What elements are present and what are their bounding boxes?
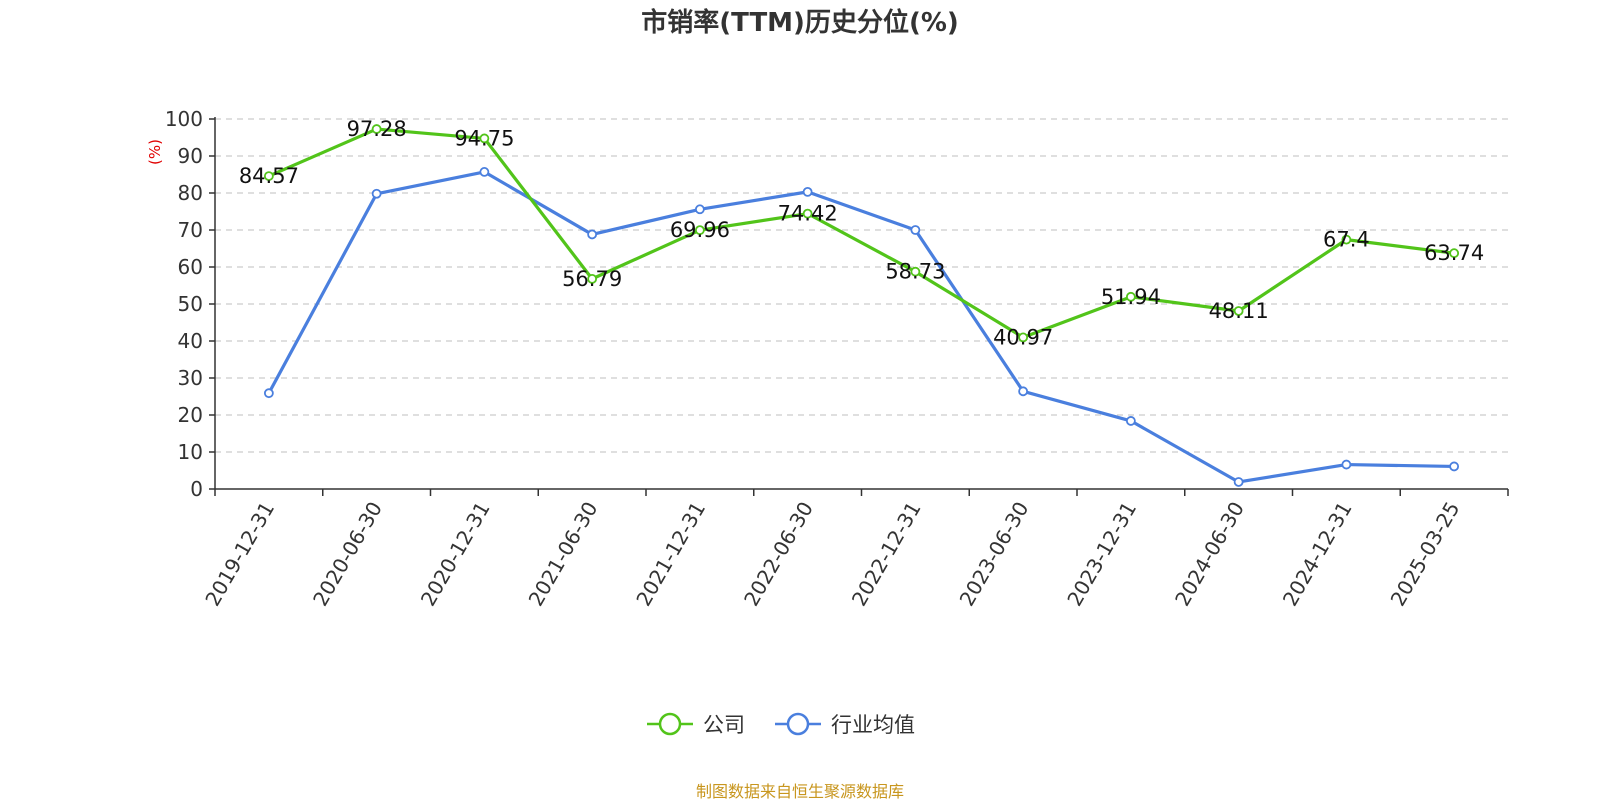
y-tick-label: 10 xyxy=(178,440,203,464)
series-line xyxy=(268,127,1455,340)
data-point xyxy=(910,266,921,277)
data-point xyxy=(1018,386,1029,397)
y-tick-label: 90 xyxy=(178,144,203,168)
y-tick-label: 50 xyxy=(178,292,203,316)
series-layer xyxy=(263,124,1460,487)
y-tick-label: 60 xyxy=(178,255,203,279)
data-label: 48.11 xyxy=(1209,299,1269,323)
x-tick-label: 2024-06-30 xyxy=(1170,498,1249,611)
data-point xyxy=(263,388,274,399)
legend-item-company: 公司 xyxy=(647,712,745,737)
legend-label: 行业均值 xyxy=(831,713,915,737)
data-label: 84.57 xyxy=(239,164,299,188)
chart-title: 市销率(TTM)历史分位(%) xyxy=(641,8,959,38)
data-label: 94.75 xyxy=(454,126,514,150)
x-tick-label: 2023-06-30 xyxy=(955,498,1034,611)
x-tick-label: 2022-12-31 xyxy=(847,498,926,611)
source-footer: 制图数据来自恒生聚源数据库 xyxy=(695,782,904,801)
data-point xyxy=(910,225,921,235)
y-tick-label: 100 xyxy=(165,107,203,131)
axes xyxy=(214,117,1508,490)
x-tick-label: 2021-12-31 xyxy=(631,498,710,611)
data-point xyxy=(1125,416,1136,426)
x-tick-label: 2021-06-30 xyxy=(524,498,603,611)
data-point xyxy=(587,229,598,240)
data-point xyxy=(1233,477,1244,487)
data-point xyxy=(802,186,813,197)
x-tick-label: 2019-12-31 xyxy=(200,498,279,611)
data-point xyxy=(1449,248,1460,259)
data-label: 63.74 xyxy=(1424,241,1484,265)
data-label: 74.42 xyxy=(778,202,838,226)
x-tick-label: 2020-12-31 xyxy=(416,498,495,611)
y-tick-label: 30 xyxy=(178,366,203,390)
x-tick-label: 2020-06-30 xyxy=(308,498,387,611)
data-point xyxy=(1341,234,1352,245)
x-tick-label: 2022-06-30 xyxy=(739,498,818,611)
series-company xyxy=(263,124,1460,343)
x-axis-ticks: 2019-12-31 2020-06-30 2020-12-31 2021-06-30… xyxy=(200,489,1509,611)
series-industry-avg xyxy=(263,167,1460,487)
y-axis-ticks: 0 10 20 30 40 50 60 70 80 90 100 xyxy=(165,107,215,501)
data-point xyxy=(371,124,382,134)
data-point xyxy=(1341,459,1352,470)
y-tick-label: 80 xyxy=(178,181,203,205)
data-point xyxy=(1449,461,1460,472)
data-point xyxy=(263,171,274,181)
grid-lines xyxy=(215,118,1508,453)
data-point xyxy=(371,188,382,199)
data-label: 56.79 xyxy=(562,267,622,291)
legend: 公司 行业均值 xyxy=(647,712,915,737)
data-label: 58.73 xyxy=(885,260,945,284)
y-tick-label: 70 xyxy=(178,218,203,242)
data-point xyxy=(479,167,490,177)
data-point xyxy=(802,208,813,219)
data-point xyxy=(694,204,705,215)
x-tick-label: 2023-12-31 xyxy=(1062,498,1141,611)
data-labels: 84.57 97.28 94.75 56.79 69.96 74.42 58.73 40.97… xyxy=(239,117,1484,349)
y-tick-label: 20 xyxy=(178,403,203,427)
data-point xyxy=(1125,291,1136,302)
series-line xyxy=(267,170,1455,484)
data-point xyxy=(694,225,705,236)
data-label: 51.94 xyxy=(1101,285,1161,309)
x-tick-label: 2024-12-31 xyxy=(1278,498,1357,611)
y-tick-label: 0 xyxy=(190,477,203,501)
data-point xyxy=(1018,332,1029,343)
legend-marker-icon xyxy=(658,712,682,736)
data-label: 97.28 xyxy=(347,117,407,141)
y-tick-label: 40 xyxy=(178,329,203,353)
data-point xyxy=(479,133,490,144)
legend-item-industry-avg: 行业均值 xyxy=(775,712,915,737)
data-label: 40.97 xyxy=(993,325,1053,349)
data-label: 69.96 xyxy=(670,218,730,242)
data-point xyxy=(1233,306,1244,316)
y-axis-label: (%) xyxy=(146,139,164,165)
data-point xyxy=(587,273,598,284)
legend-label: 公司 xyxy=(703,713,745,737)
x-tick-label: 2025-03-25 xyxy=(1386,498,1465,611)
legend-marker-icon xyxy=(786,712,810,736)
data-label: 67.4 xyxy=(1323,228,1370,252)
